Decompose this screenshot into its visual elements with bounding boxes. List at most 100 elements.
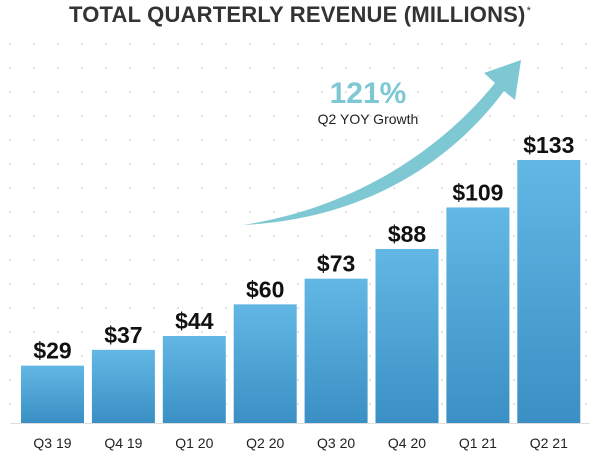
background-dot [416, 210, 420, 214]
background-dot [8, 282, 12, 286]
background-dot [8, 210, 12, 214]
x-tick-label: Q1 21 [459, 435, 497, 451]
background-dot [416, 90, 420, 94]
background-dot [440, 258, 444, 262]
background-dot [200, 234, 204, 238]
x-tick-label: Q2 21 [530, 435, 568, 451]
chart-title: TOTAL QUARTERLY REVENUE (MILLIONS)* [0, 2, 600, 28]
background-dot [296, 138, 300, 142]
background-dot [512, 354, 516, 358]
background-dot [512, 234, 516, 238]
background-dot [8, 354, 12, 358]
background-dot [176, 66, 180, 70]
background-dot [536, 114, 540, 118]
value-label: $60 [246, 276, 284, 302]
background-dot [128, 66, 132, 70]
background-dot [560, 90, 564, 94]
background-dot [152, 186, 156, 190]
background-dot [296, 258, 300, 262]
background-dot [104, 90, 108, 94]
background-dot [512, 378, 516, 382]
background-dot [32, 162, 36, 166]
growth-arrow [243, 60, 521, 225]
background-dot [440, 210, 444, 214]
x-tick-label: Q4 19 [104, 435, 142, 451]
background-dot [248, 234, 252, 238]
background-dot [56, 42, 60, 46]
background-dot [104, 282, 108, 286]
background-dot [296, 306, 300, 310]
background-dot [584, 162, 588, 166]
background-dot [32, 258, 36, 262]
background-dot [248, 186, 252, 190]
background-dot [56, 330, 60, 334]
background-dot [224, 66, 228, 70]
background-dot [272, 282, 276, 286]
background-dot [272, 42, 276, 46]
background-dot [200, 258, 204, 262]
background-dot [104, 306, 108, 310]
background-dot [224, 138, 228, 142]
background-dot [176, 282, 180, 286]
background-dot [200, 42, 204, 46]
background-dot [488, 42, 492, 46]
background-dot [584, 282, 588, 286]
background-dot [512, 402, 516, 406]
background-dot [344, 162, 348, 166]
background-dot [224, 114, 228, 118]
background-dot [368, 402, 372, 406]
background-dot [80, 42, 84, 46]
background-dot [56, 66, 60, 70]
background-dot [368, 306, 372, 310]
background-dot [248, 258, 252, 262]
background-dot [320, 138, 324, 142]
background-dot [440, 354, 444, 358]
background-dot [152, 90, 156, 94]
background-dot [8, 258, 12, 262]
background-dot [272, 138, 276, 142]
background-dot [440, 42, 444, 46]
background-dot [392, 186, 396, 190]
bar-q1-20 [162, 335, 226, 423]
background-dot [32, 306, 36, 310]
background-dot [8, 66, 12, 70]
background-dot [416, 66, 420, 70]
background-dot [512, 162, 516, 166]
background-dot [32, 234, 36, 238]
background-dot [296, 234, 300, 238]
background-dot [56, 162, 60, 166]
background-dot [392, 210, 396, 214]
background-dot [32, 186, 36, 190]
background-dot [8, 330, 12, 334]
background-dot [176, 90, 180, 94]
background-dot [104, 162, 108, 166]
background-dot [320, 258, 324, 262]
background-dot [512, 42, 516, 46]
background-dot [368, 330, 372, 334]
background-dot [200, 66, 204, 70]
background-dot [176, 114, 180, 118]
background-dot [584, 114, 588, 118]
background-dot [200, 114, 204, 118]
background-dot [224, 90, 228, 94]
background-dot [296, 402, 300, 406]
background-dot [344, 90, 348, 94]
value-label: $133 [523, 132, 574, 158]
background-dot [152, 210, 156, 214]
x-tick-label: Q3 19 [33, 435, 71, 451]
background-dot [464, 162, 468, 166]
background-dot [80, 282, 84, 286]
background-dot [104, 330, 108, 334]
background-dot [272, 66, 276, 70]
background-dot [200, 90, 204, 94]
background-dot [296, 66, 300, 70]
background-dot [248, 90, 252, 94]
background-dot [176, 258, 180, 262]
background-dot [464, 90, 468, 94]
background-dot [584, 306, 588, 310]
background-dot [560, 42, 564, 46]
background-dot [248, 42, 252, 46]
x-tick-label: Q4 20 [388, 435, 426, 451]
background-dot [80, 354, 84, 358]
background-dot [560, 66, 564, 70]
